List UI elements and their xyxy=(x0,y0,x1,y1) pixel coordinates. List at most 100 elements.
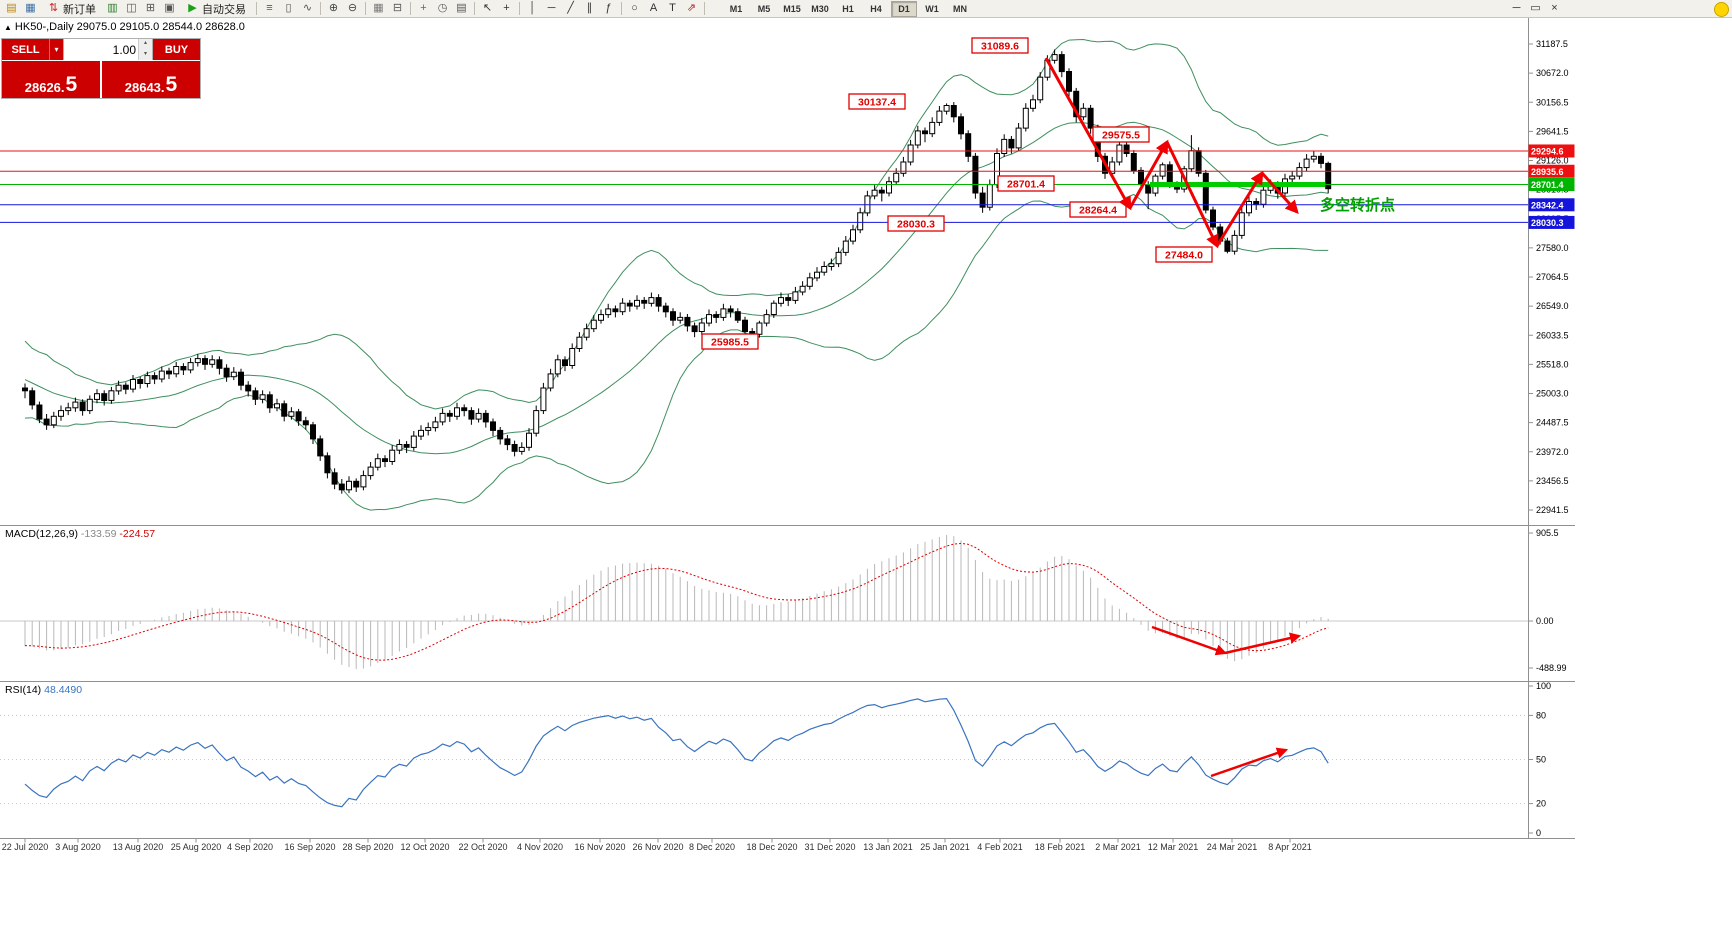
vertical-line-icon[interactable]: │ xyxy=(529,2,536,14)
fibonacci-icon[interactable]: ƒ xyxy=(605,2,612,14)
note-text[interactable]: 多空转折点 xyxy=(1320,196,1395,214)
svg-text:4 Sep 2020: 4 Sep 2020 xyxy=(227,842,273,852)
level-lines[interactable] xyxy=(0,150,1528,223)
svg-text:30137.4: 30137.4 xyxy=(858,97,896,109)
toolbar-separator xyxy=(474,2,475,15)
svg-text:28701.4: 28701.4 xyxy=(1007,179,1045,191)
sell-dropdown-icon[interactable]: ▾ xyxy=(49,39,63,60)
channel-icon[interactable]: ∥ xyxy=(586,2,593,14)
arrows-icon[interactable]: ⇗ xyxy=(686,2,697,14)
svg-text:29126.0: 29126.0 xyxy=(1536,156,1569,166)
text-icon[interactable]: A xyxy=(649,2,658,14)
candlesticks xyxy=(22,49,1332,494)
notification-dot-icon[interactable] xyxy=(1714,2,1729,17)
timeframe-w1[interactable]: W1 xyxy=(925,3,939,14)
one-click-collapse-icon[interactable]: ▲ xyxy=(4,23,12,32)
svg-text:26 Nov 2020: 26 Nov 2020 xyxy=(632,842,683,852)
play-icon[interactable]: ▶ xyxy=(188,2,197,14)
svg-text:31 Dec 2020: 31 Dec 2020 xyxy=(804,842,855,852)
new-order-arrows-icon[interactable]: ⇅ xyxy=(48,2,59,14)
timeframe-d1[interactable]: D1 xyxy=(891,0,917,17)
svg-text:24487.5: 24487.5 xyxy=(1536,418,1569,428)
timeframe-m1[interactable]: M1 xyxy=(729,3,743,14)
macd-main-value: -133.59 xyxy=(80,528,117,540)
lot-decrease-button[interactable]: ▾ xyxy=(139,49,152,60)
svg-text:22941.5: 22941.5 xyxy=(1536,505,1569,515)
svg-text:16 Nov 2020: 16 Nov 2020 xyxy=(574,842,625,852)
profiles-icon[interactable]: ▦ xyxy=(25,2,36,14)
lot-size-input[interactable] xyxy=(64,39,138,60)
terminal-icon[interactable]: ▣ xyxy=(164,2,175,14)
svg-text:31089.6: 31089.6 xyxy=(981,41,1019,53)
new-order-button[interactable]: ⇅ 新订单 xyxy=(48,2,96,16)
cursor-icon[interactable]: ↖ xyxy=(482,2,493,14)
trendline-icon[interactable]: ╱ xyxy=(567,2,574,14)
timeframe-m30[interactable]: M30 xyxy=(811,3,829,14)
symbol-period-label: HK50-,Daily xyxy=(14,21,74,33)
svg-text:30672.0: 30672.0 xyxy=(1536,68,1569,78)
new-chart-icon[interactable]: ▤ xyxy=(6,2,17,14)
svg-text:24 Mar 2021: 24 Mar 2021 xyxy=(1207,842,1258,852)
auto-trading-button[interactable]: ▶ 自动交易 xyxy=(181,1,251,16)
svg-text:29641.5: 29641.5 xyxy=(1536,126,1569,136)
svg-text:2 Mar 2021: 2 Mar 2021 xyxy=(1095,842,1141,852)
svg-text:27484.0: 27484.0 xyxy=(1165,250,1203,262)
svg-text:25 Aug 2020: 25 Aug 2020 xyxy=(171,842,222,852)
buy-price-button[interactable]: 28643. 5 xyxy=(102,61,200,98)
toolbar-separator xyxy=(410,2,411,15)
svg-text:18 Dec 2020: 18 Dec 2020 xyxy=(746,842,797,852)
lot-increase-button[interactable]: ▴ xyxy=(139,39,152,50)
candle-chart-icon[interactable]: ▯ xyxy=(285,2,292,14)
svg-text:23456.5: 23456.5 xyxy=(1536,476,1569,486)
time-scale[interactable]: 22 Jul 2020 3 Aug 2020 13 Aug 2020 25 Aug 2… xyxy=(2,838,1312,853)
crosshair-icon[interactable]: + xyxy=(503,2,510,14)
line-chart-icon[interactable]: ∿ xyxy=(302,2,313,14)
buy-button[interactable]: BUY xyxy=(153,39,200,60)
zoom-out-icon[interactable]: ⊖ xyxy=(347,2,358,14)
toolbar-separator xyxy=(519,2,520,15)
sell-price-button[interactable]: 28626. 5 xyxy=(2,61,100,98)
navigator-icon[interactable]: ⊞ xyxy=(145,2,156,14)
svg-text:18 Feb 2021: 18 Feb 2021 xyxy=(1035,842,1086,852)
zoom-in-icon[interactable]: ⊕ xyxy=(328,2,339,14)
minimize-icon[interactable]: ─ xyxy=(1512,2,1521,14)
buy-price: 28643. xyxy=(124,80,165,95)
price-label-boxes[interactable]: 31089.6 30137.4 29575.5 28701.4 28264.4 28030… xyxy=(701,37,1213,350)
periods-icon[interactable]: ◷ xyxy=(437,2,448,14)
svg-text:26549.0: 26549.0 xyxy=(1536,301,1569,311)
svg-text:12 Oct 2020: 12 Oct 2020 xyxy=(400,842,449,852)
svg-text:8 Dec 2020: 8 Dec 2020 xyxy=(689,842,735,852)
grid-icon[interactable]: ▦ xyxy=(373,2,384,14)
horizontal-line-icon[interactable]: ─ xyxy=(547,2,556,14)
macd-label: MACD(12,26,9) -133.59 -224.57 xyxy=(5,528,155,540)
rsi-panel: 100 80 50 20 0 xyxy=(0,681,1551,838)
svg-text:23972.0: 23972.0 xyxy=(1536,447,1569,457)
market-watch-icon[interactable]: ▥ xyxy=(107,2,118,14)
bar-chart-icon[interactable]: ≡ xyxy=(266,2,273,14)
timeframe-m15[interactable]: M15 xyxy=(783,3,801,14)
window-controls: ─ ▭ × xyxy=(1507,1,1564,16)
close-icon[interactable]: × xyxy=(1551,2,1558,14)
svg-text:50: 50 xyxy=(1536,755,1546,765)
timeframe-h4[interactable]: H4 xyxy=(870,3,882,14)
ohlc-values: 29075.0 29105.0 28544.0 28628.0 xyxy=(76,21,245,33)
trend-arrows[interactable] xyxy=(1044,57,1302,778)
price-scale[interactable]: 31187.530672.030156.529641.529126.028610… xyxy=(1528,39,1575,515)
sell-price: 28626. xyxy=(24,80,65,95)
tile-windows-icon[interactable]: ⊟ xyxy=(392,2,403,14)
restore-icon[interactable]: ▭ xyxy=(1530,2,1541,14)
indicators-icon[interactable]: + xyxy=(420,2,427,14)
sell-button[interactable]: SELL xyxy=(2,39,49,60)
shapes-icon[interactable]: ○ xyxy=(631,2,638,14)
toolbar-separator xyxy=(621,2,622,15)
timeframe-mn[interactable]: MN xyxy=(953,3,967,14)
timeframe-h1[interactable]: H1 xyxy=(842,3,854,14)
data-window-icon[interactable]: ◫ xyxy=(126,2,137,14)
timeframe-m5[interactable]: M5 xyxy=(757,3,771,14)
svg-text:3 Aug 2020: 3 Aug 2020 xyxy=(55,842,101,852)
lot-size-field: ▴ ▾ xyxy=(63,39,153,60)
label-icon[interactable]: T xyxy=(669,2,676,14)
templates-icon[interactable]: ▤ xyxy=(456,2,467,14)
